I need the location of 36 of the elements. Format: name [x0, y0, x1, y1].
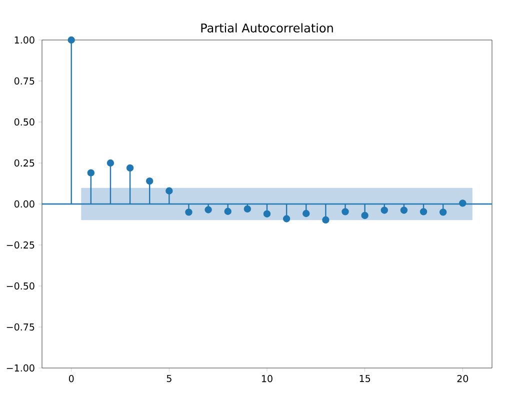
point — [244, 205, 252, 213]
point — [420, 208, 428, 216]
x-tick-label: 0 — [68, 375, 74, 382]
y-tick-label: 0.75 — [14, 77, 34, 85]
y-tick-label: −0.75 — [6, 323, 34, 331]
y-tick-label: 1.00 — [14, 36, 34, 44]
point — [361, 212, 368, 220]
y-tick-label: −0.25 — [6, 241, 34, 249]
y-tick-label: −0.50 — [6, 282, 34, 290]
y-tick-label: 0.25 — [14, 159, 34, 167]
y-tick-label: 0.50 — [14, 118, 34, 126]
point — [459, 200, 466, 207]
point — [87, 169, 95, 176]
point — [263, 210, 271, 218]
point — [400, 206, 408, 214]
point — [126, 164, 134, 172]
point — [302, 210, 310, 218]
y-tick-label: 0.00 — [14, 200, 34, 208]
point — [68, 36, 75, 44]
x-tick-label: 5 — [166, 375, 172, 382]
point — [322, 216, 330, 224]
point — [204, 206, 212, 214]
point — [185, 208, 192, 216]
x-tick-label: 10 — [262, 375, 272, 382]
point — [166, 187, 173, 194]
point — [106, 159, 114, 167]
chart-title: Partial Autocorrelation — [201, 23, 333, 32]
point — [146, 177, 154, 185]
point — [342, 208, 349, 216]
y-tick-label: −1.00 — [6, 364, 34, 372]
point — [224, 208, 232, 215]
x-tick-label: 15 — [360, 375, 370, 382]
point — [439, 208, 447, 216]
x-tick-label: 20 — [457, 375, 468, 382]
point — [282, 215, 290, 222]
point — [380, 206, 388, 214]
